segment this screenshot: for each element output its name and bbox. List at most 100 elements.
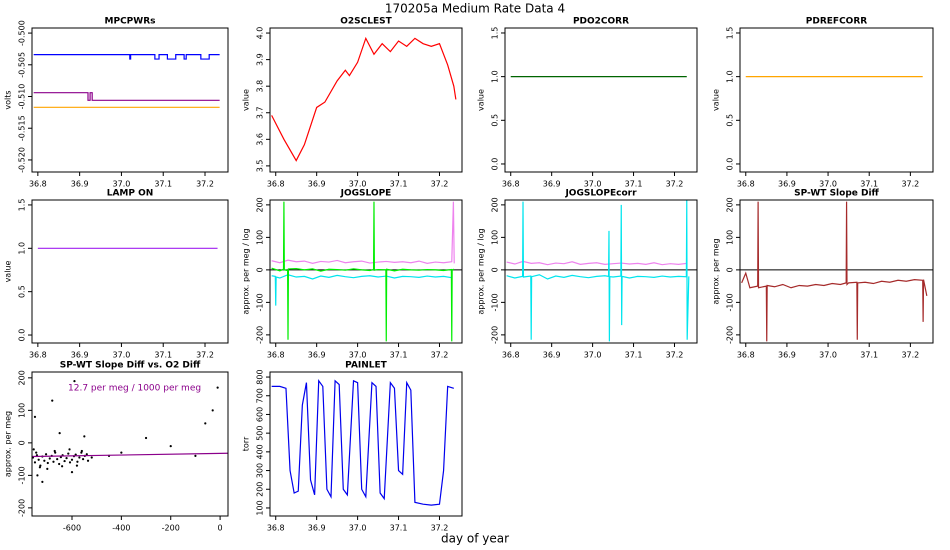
data-line bbox=[741, 201, 928, 342]
y-tick-label: 1.5 bbox=[726, 27, 735, 40]
y-axis-label: value bbox=[242, 89, 251, 111]
x-tick-label: 36.9 bbox=[778, 180, 796, 189]
plot-area bbox=[740, 201, 933, 342]
panel-title: MPCPWRs bbox=[105, 17, 156, 27]
y-tick-label: 0.0 bbox=[491, 158, 500, 171]
plot-area bbox=[271, 379, 454, 506]
y-axis-label: value bbox=[712, 89, 721, 111]
y-tick-label: -200 bbox=[18, 499, 27, 517]
y-tick-label: 300 bbox=[256, 463, 265, 478]
scatter-point bbox=[194, 454, 197, 457]
plot-frame bbox=[739, 27, 934, 173]
x-tick-label: 37.1 bbox=[390, 524, 408, 533]
scatter-point bbox=[36, 474, 39, 477]
x-tick-label: 37.2 bbox=[431, 180, 449, 189]
x-tick-label: 36.8 bbox=[737, 180, 755, 189]
y-tick-label: 200 bbox=[256, 197, 265, 212]
scatter-point bbox=[144, 436, 148, 440]
y-axis-label: approx. per meg / log bbox=[242, 228, 251, 314]
y-axis-label: approx. per meg bbox=[4, 411, 13, 477]
x-tick-label: 36.9 bbox=[308, 524, 326, 533]
data-line bbox=[271, 36, 457, 162]
scatter-point bbox=[204, 422, 207, 425]
y-axis-label: approx. per meg / log bbox=[477, 228, 486, 314]
scatter-point bbox=[76, 460, 79, 463]
scatter-point bbox=[216, 386, 219, 389]
y-tick-label: 1.0 bbox=[726, 70, 735, 83]
y-tick-label: 0 bbox=[726, 267, 735, 272]
plot-frame bbox=[31, 199, 229, 344]
scatter-point bbox=[41, 480, 44, 483]
data-line bbox=[271, 201, 455, 264]
plot-frame bbox=[739, 199, 934, 344]
scatter-point bbox=[67, 452, 70, 455]
data-line bbox=[33, 92, 220, 101]
scatter-point bbox=[32, 448, 35, 451]
x-tick-label: 37.0 bbox=[819, 180, 837, 189]
y-tick-label: 0 bbox=[256, 267, 265, 272]
x-tick-label: -200 bbox=[162, 524, 180, 533]
scatter-point bbox=[51, 399, 54, 402]
scatter-point bbox=[35, 451, 38, 454]
plot-area bbox=[32, 380, 228, 483]
scatter-point bbox=[52, 460, 55, 463]
y-tick-label: 100 bbox=[726, 230, 735, 245]
x-tick-label: 37.1 bbox=[154, 180, 172, 189]
scatter-point bbox=[81, 458, 85, 461]
x-tick-label: 36.9 bbox=[543, 180, 561, 189]
scatter-point bbox=[65, 457, 68, 460]
y-tick-label: 0.5 bbox=[726, 114, 735, 127]
scatter-point bbox=[46, 461, 49, 465]
x-tick-label: 37.2 bbox=[666, 180, 684, 189]
x-tick-label: 37.0 bbox=[584, 351, 602, 360]
y-tick-label: -100 bbox=[726, 293, 735, 311]
y-tick-label: -0.520 bbox=[18, 147, 27, 173]
x-tick-label: 37.1 bbox=[390, 351, 408, 360]
panel-title: SP-WT Slope Diff vs. O2 Diff bbox=[60, 361, 201, 371]
plot-area bbox=[271, 36, 457, 162]
panel-title: JOGSLOPEcorr bbox=[564, 189, 637, 199]
scatter-point bbox=[33, 415, 37, 418]
y-tick-label: 0.0 bbox=[726, 158, 735, 171]
x-tick-label: 36.9 bbox=[308, 351, 326, 360]
y-tick-label: 500 bbox=[256, 426, 265, 441]
x-tick-label: 37.2 bbox=[666, 351, 684, 360]
scatter-point bbox=[35, 454, 39, 457]
x-tick-label: 37.0 bbox=[349, 180, 367, 189]
plot-area bbox=[33, 54, 220, 108]
y-tick-label: 0.5 bbox=[491, 114, 500, 127]
scatter-point bbox=[44, 453, 48, 456]
y-tick-label: 1.5 bbox=[491, 27, 500, 40]
y-axis-label: value bbox=[477, 89, 486, 111]
y-tick-label: 700 bbox=[256, 388, 265, 403]
plot-frame bbox=[269, 27, 463, 173]
figure-title: 170205a Medium Rate Data 4 bbox=[385, 2, 565, 16]
panel-title: O2SCLEST bbox=[340, 17, 392, 27]
scatter-point bbox=[211, 409, 214, 412]
x-tick-label: 36.8 bbox=[29, 180, 47, 189]
y-tick-label: -0.510 bbox=[18, 84, 27, 110]
x-tick-label: 36.8 bbox=[267, 351, 285, 360]
x-tick-label: 36.8 bbox=[267, 180, 285, 189]
y-axis-label: torr bbox=[242, 436, 251, 451]
y-tick-label: -0.505 bbox=[18, 52, 27, 78]
plot-frame bbox=[31, 371, 229, 517]
x-tick-label: 37.1 bbox=[860, 180, 878, 189]
x-tick-label: 36.9 bbox=[71, 351, 89, 360]
y-tick-label: 200 bbox=[18, 370, 27, 385]
plot-frame bbox=[269, 199, 463, 344]
scatter-point bbox=[43, 459, 46, 462]
plot-frame bbox=[269, 371, 463, 517]
y-tick-label: -100 bbox=[491, 293, 500, 311]
y-tick-label: -0.500 bbox=[18, 20, 27, 46]
x-tick-label: 37.1 bbox=[860, 351, 878, 360]
x-tick-label: 37.2 bbox=[901, 180, 919, 189]
scatter-point bbox=[78, 456, 81, 459]
x-tick-label: 0 bbox=[218, 524, 223, 533]
panel-title: JOGSLOPE bbox=[340, 189, 392, 199]
y-tick-label: 0 bbox=[491, 267, 500, 272]
scatter-point bbox=[90, 456, 93, 459]
scatter-point bbox=[37, 458, 40, 461]
